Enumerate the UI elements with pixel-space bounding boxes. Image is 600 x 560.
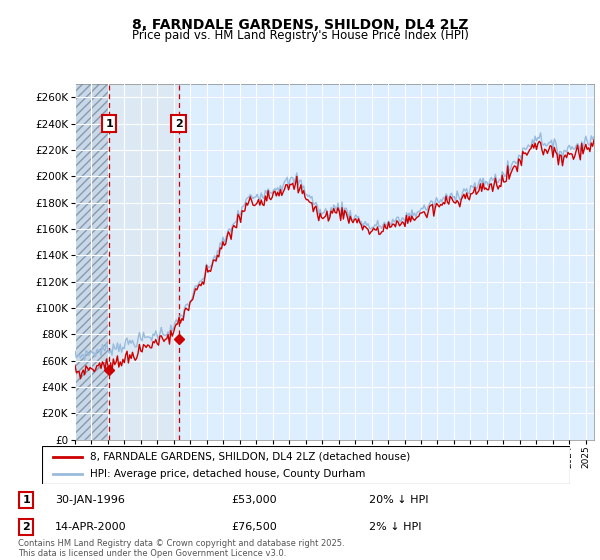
Text: 14-APR-2000: 14-APR-2000 <box>55 522 127 532</box>
Text: 2% ↓ HPI: 2% ↓ HPI <box>369 522 422 532</box>
Text: 2: 2 <box>175 119 182 128</box>
Text: 20% ↓ HPI: 20% ↓ HPI <box>369 495 428 505</box>
Bar <box>75 84 109 440</box>
Text: 1: 1 <box>106 119 113 128</box>
Text: 2: 2 <box>23 522 30 532</box>
Text: Contains HM Land Registry data © Crown copyright and database right 2025.
This d: Contains HM Land Registry data © Crown c… <box>18 539 344 558</box>
Text: 8, FARNDALE GARDENS, SHILDON, DL4 2LZ: 8, FARNDALE GARDENS, SHILDON, DL4 2LZ <box>132 18 468 32</box>
Text: 1: 1 <box>23 495 30 505</box>
Bar <box>75 84 109 440</box>
Text: Price paid vs. HM Land Registry's House Price Index (HPI): Price paid vs. HM Land Registry's House … <box>131 29 469 42</box>
Text: 8, FARNDALE GARDENS, SHILDON, DL4 2LZ (detached house): 8, FARNDALE GARDENS, SHILDON, DL4 2LZ (d… <box>89 451 410 461</box>
Text: £53,000: £53,000 <box>231 495 277 505</box>
FancyBboxPatch shape <box>42 446 570 484</box>
Bar <box>109 84 179 440</box>
Text: HPI: Average price, detached house, County Durham: HPI: Average price, detached house, Coun… <box>89 469 365 479</box>
Text: £76,500: £76,500 <box>231 522 277 532</box>
Text: 30-JAN-1996: 30-JAN-1996 <box>55 495 125 505</box>
